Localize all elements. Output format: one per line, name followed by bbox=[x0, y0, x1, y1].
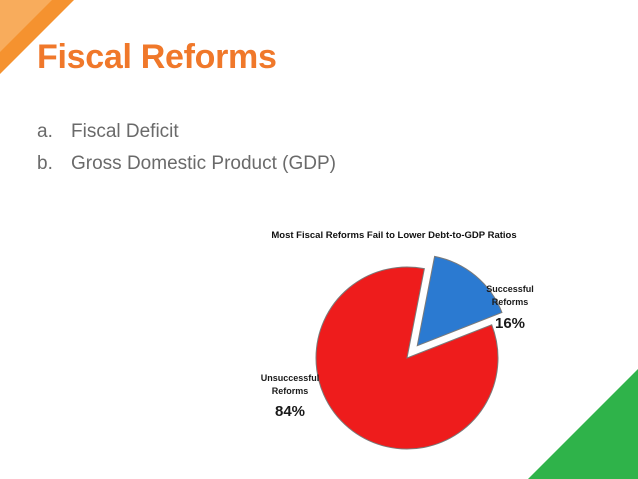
bullet-list: a. Fiscal Deficit b. Gross Domestic Prod… bbox=[37, 116, 336, 180]
pie-chart-svg: Most Fiscal Reforms Fail to Lower Debt-t… bbox=[261, 230, 534, 450]
corner-decoration-orange-light bbox=[0, 0, 52, 52]
slice-label-unsuccessful-line1: Unsuccessful bbox=[261, 373, 320, 383]
slide-title: Fiscal Reforms bbox=[37, 38, 277, 76]
corner-decoration-green bbox=[528, 369, 638, 479]
pie-slice-successful bbox=[416, 255, 503, 347]
slice-label-unsuccessful-line2: Reforms bbox=[272, 386, 309, 396]
slice-value-successful: 16% bbox=[495, 315, 525, 332]
slice-label-successful-line2: Reforms bbox=[492, 297, 529, 307]
pie-chart: Most Fiscal Reforms Fail to Lower Debt-t… bbox=[252, 222, 552, 462]
bullet-text: Fiscal Deficit bbox=[71, 121, 179, 142]
slice-label-successful-line1: Successful bbox=[486, 284, 534, 294]
bullet-text: Gross Domestic Product (GDP) bbox=[71, 153, 336, 174]
bullet-marker: b. bbox=[37, 153, 53, 174]
pie-slice-unsuccessful bbox=[315, 266, 499, 450]
slice-value-unsuccessful: 84% bbox=[275, 403, 305, 420]
bullet-marker: a. bbox=[37, 121, 53, 142]
bullet-item: a. Fiscal Deficit bbox=[37, 116, 336, 148]
bullet-item: b. Gross Domestic Product (GDP) bbox=[37, 148, 336, 180]
chart-title: Most Fiscal Reforms Fail to Lower Debt-t… bbox=[271, 230, 516, 241]
